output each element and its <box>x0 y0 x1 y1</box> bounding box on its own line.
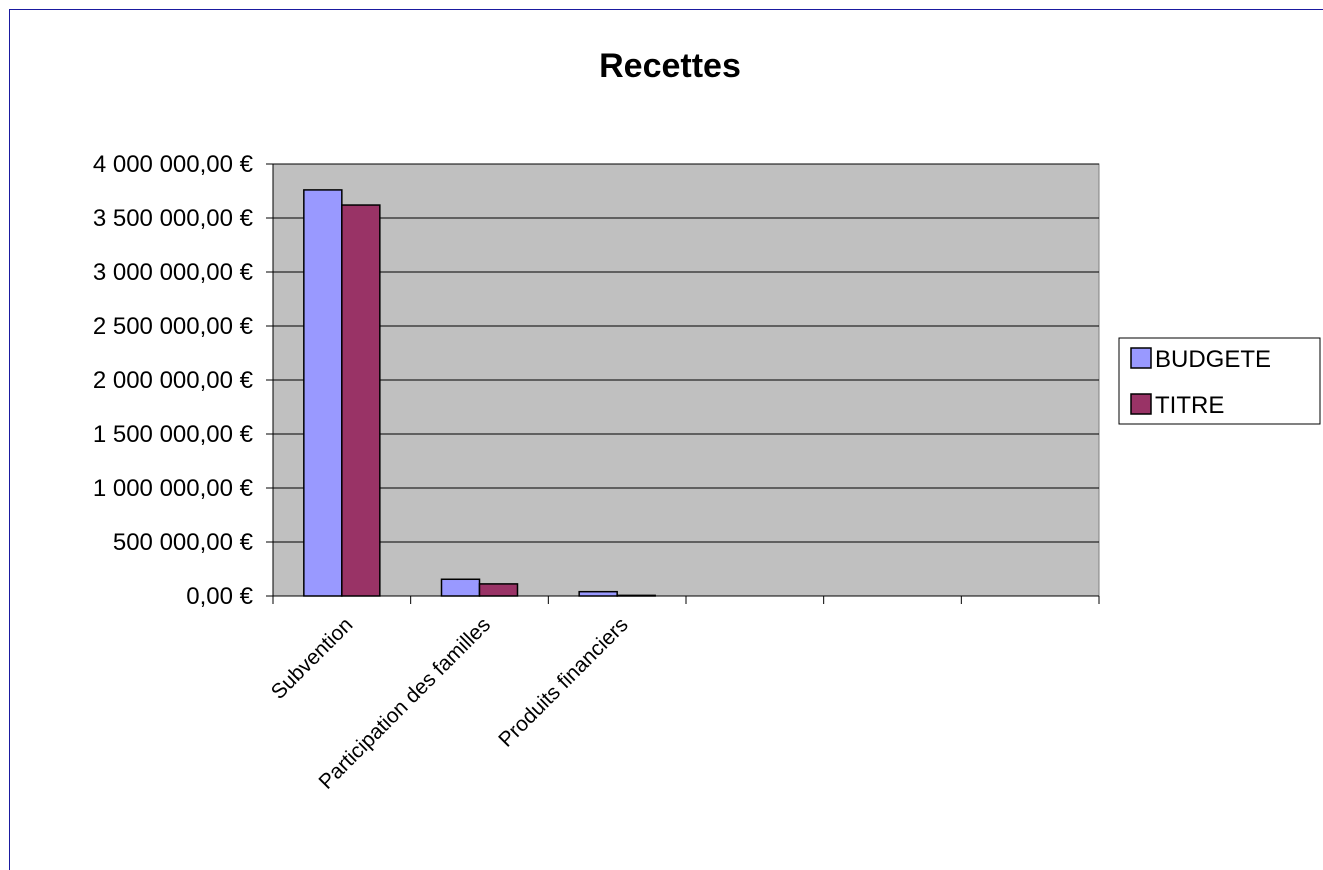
y-tick-label: 0,00 € <box>186 583 253 610</box>
bar <box>440 578 481 597</box>
y-tick-label: 500 000,00 € <box>113 529 254 556</box>
bar <box>478 583 519 597</box>
y-tick-label: 2 500 000,00 € <box>93 313 254 340</box>
bar <box>578 590 618 597</box>
bar <box>341 204 381 597</box>
legend-label: BUDGETE <box>1155 346 1271 373</box>
x-tick-label: Produits financiers <box>494 613 632 751</box>
legend-swatch <box>1130 347 1152 369</box>
axes <box>266 163 1100 604</box>
legend-box <box>1118 337 1321 425</box>
y-tick-label: 3 000 000,00 € <box>93 259 254 286</box>
bars <box>303 189 656 597</box>
legend-label: TITRE <box>1155 392 1224 419</box>
legend: BUDGETE TITRE <box>1118 337 1321 425</box>
chart-title: Recettes <box>599 47 741 85</box>
y-tick-label: 4 000 000,00 € <box>93 151 254 178</box>
legend-swatch <box>1130 393 1152 415</box>
gridlines <box>273 163 1099 543</box>
y-tick-label: 1 000 000,00 € <box>93 475 254 502</box>
chart-frame <box>9 9 1323 870</box>
y-tick-label: 1 500 000,00 € <box>93 421 254 448</box>
y-tick-label: 3 500 000,00 € <box>93 205 254 232</box>
y-axis-ticks: 0,00 € 500 000,00 € 1 000 000,00 € 1 500 00… <box>93 151 254 610</box>
y-tick-label: 2 000 000,00 € <box>93 367 254 394</box>
x-tick-label: Subvention <box>267 613 358 704</box>
bar <box>303 189 343 597</box>
